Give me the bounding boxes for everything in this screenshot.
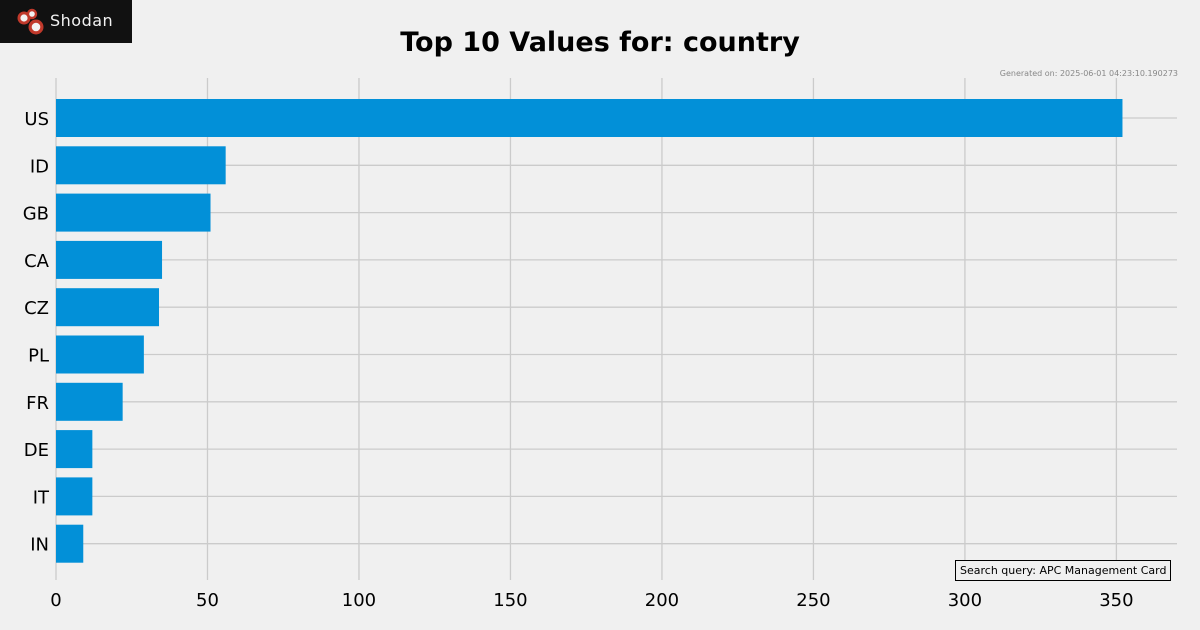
x-tick-label: 300 <box>948 590 982 611</box>
y-tick-label: IT <box>33 487 50 508</box>
bar-cz <box>56 288 160 327</box>
y-tick-label: IN <box>30 535 49 556</box>
x-tick-label: 250 <box>796 590 830 611</box>
bar-de <box>56 430 93 469</box>
y-tick-label: DE <box>24 440 49 461</box>
bar-id <box>56 146 226 185</box>
y-tick-label: ID <box>30 156 49 177</box>
x-tick-label: 50 <box>196 590 219 611</box>
y-tick-label: FR <box>26 393 49 414</box>
bar-ca <box>56 240 163 279</box>
shodan-logo[interactable]: Shodan <box>0 0 132 43</box>
chart-title: Top 10 Values for: country <box>400 27 800 58</box>
bar-gb <box>56 193 211 232</box>
y-tick-label: PL <box>28 346 49 367</box>
bar-it <box>56 477 93 516</box>
x-tick-label: 150 <box>493 590 527 611</box>
search-query-box: Search query: APC Management Card <box>955 560 1172 581</box>
shodan-logo-icon <box>17 8 44 35</box>
x-tick-label: 350 <box>1099 590 1133 611</box>
x-tick-label: 200 <box>645 590 679 611</box>
bar-pl <box>56 335 144 374</box>
bar-in <box>56 524 84 563</box>
bar-fr <box>56 382 123 421</box>
y-tick-label: CA <box>24 251 50 272</box>
logo-text: Shodan <box>50 11 114 30</box>
generated-timestamp: Generated on: 2025-06-01 04:23:10.190273 <box>999 69 1178 78</box>
y-tick-label: CZ <box>24 298 49 319</box>
bar-us <box>56 99 1123 137</box>
y-tick-label: US <box>24 109 49 130</box>
x-tick-label: 0 <box>50 590 61 611</box>
y-tick-label: GB <box>23 204 49 225</box>
x-tick-label: 100 <box>342 590 376 611</box>
